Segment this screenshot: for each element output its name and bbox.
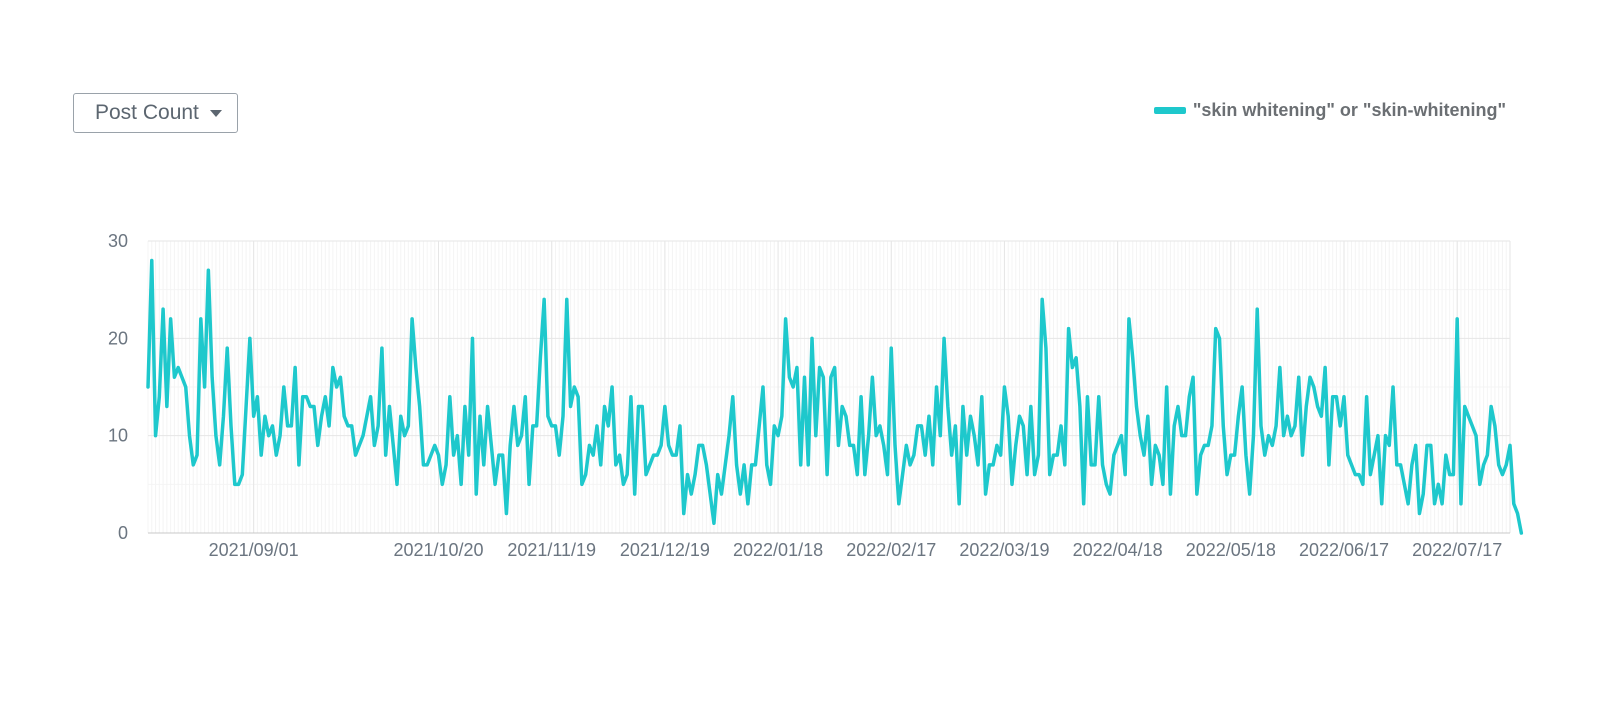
legend-item-label: "skin whitening" or "skin-whitening" [1192,100,1506,120]
x-tick-label: 2022/01/18 [733,540,823,560]
series-line [146,258,1524,535]
x-tick-label: 2021/10/20 [393,540,483,560]
x-axis: 2021/09/01 2021/10/20 2021/11/19 2021/12/19… [148,532,1510,560]
x-tick-label: 2022/06/17 [1299,540,1389,560]
x-tick-label: 2022/05/18 [1186,540,1276,560]
y-tick-label: 10 [108,426,128,446]
chart-legend[interactable]: "skin whitening" or "skin-whitening" [1153,100,1506,121]
y-axis: 0 10 20 30 [108,231,128,543]
y-tick-label: 30 [108,231,128,251]
x-tick-label: 2021/11/19 [507,540,596,560]
x-tick-label: 2021/12/19 [620,540,710,560]
x-tick-label: 2022/03/19 [959,540,1049,560]
y-tick-label: 20 [108,328,128,348]
x-tick-label: 2022/04/18 [1073,540,1163,560]
caret-down-icon [210,110,222,117]
minor-gridlines [147,241,1511,533]
metric-dropdown[interactable]: Post Count [73,93,238,133]
x-tick-label: 2022/02/17 [846,540,936,560]
metric-dropdown-label: Post Count [95,101,199,124]
legend-swatch [1153,107,1186,114]
series-layer [146,258,1524,535]
x-tick-label: 2021/09/01 [209,540,299,560]
y-tick-label: 0 [118,523,128,543]
x-tick-label: 2022/07/17 [1412,540,1502,560]
